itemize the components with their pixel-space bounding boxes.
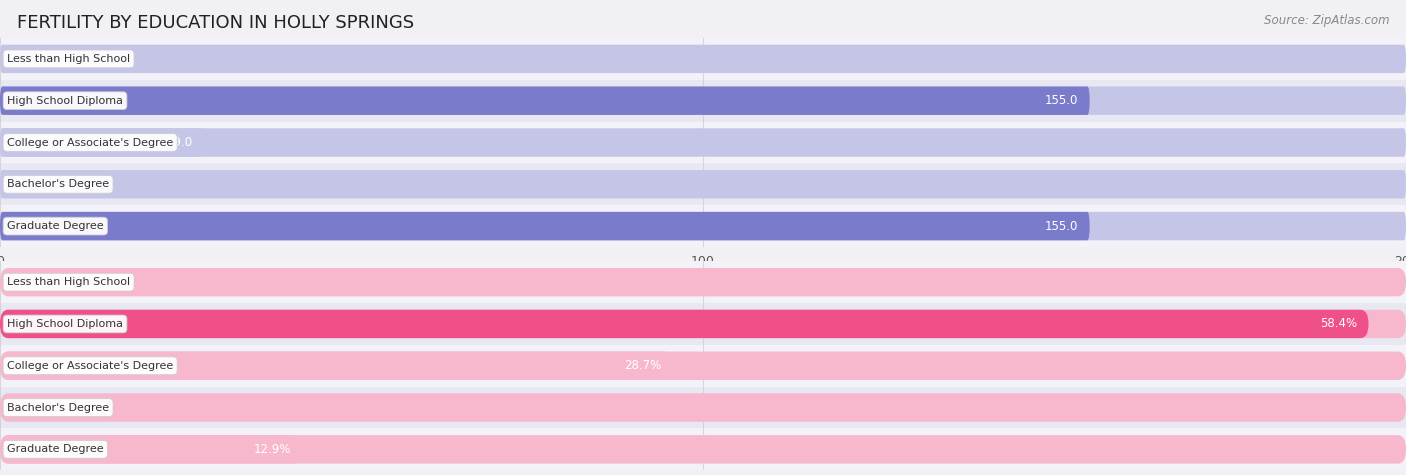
Text: FERTILITY BY EDUCATION IN HOLLY SPRINGS: FERTILITY BY EDUCATION IN HOLLY SPRINGS — [17, 14, 413, 32]
Text: Graduate Degree: Graduate Degree — [7, 221, 104, 231]
Text: 58.4%: 58.4% — [1320, 317, 1357, 331]
Text: 28.7%: 28.7% — [624, 359, 661, 372]
Text: Graduate Degree: Graduate Degree — [7, 444, 104, 455]
Text: High School Diploma: High School Diploma — [7, 95, 124, 106]
FancyBboxPatch shape — [0, 170, 1406, 199]
FancyBboxPatch shape — [0, 268, 1406, 296]
Text: Bachelor's Degree: Bachelor's Degree — [7, 402, 110, 413]
Text: College or Associate's Degree: College or Associate's Degree — [7, 361, 173, 371]
FancyBboxPatch shape — [0, 435, 302, 464]
Bar — [0, 303, 1406, 345]
Text: High School Diploma: High School Diploma — [7, 319, 124, 329]
Text: College or Associate's Degree: College or Associate's Degree — [7, 137, 173, 148]
FancyBboxPatch shape — [0, 435, 1406, 464]
Text: 155.0: 155.0 — [1045, 94, 1078, 107]
Text: 0.0: 0.0 — [21, 178, 39, 191]
FancyBboxPatch shape — [0, 86, 1090, 115]
Text: 0.0%: 0.0% — [21, 276, 51, 289]
Text: Source: ZipAtlas.com: Source: ZipAtlas.com — [1264, 14, 1389, 27]
FancyBboxPatch shape — [0, 393, 1406, 422]
Bar — [0, 80, 1406, 122]
FancyBboxPatch shape — [0, 128, 1406, 157]
FancyBboxPatch shape — [0, 212, 1406, 240]
Text: 0.0: 0.0 — [21, 52, 39, 66]
Bar — [0, 205, 1406, 247]
Text: Less than High School: Less than High School — [7, 277, 131, 287]
Bar — [0, 261, 1406, 303]
FancyBboxPatch shape — [0, 310, 1368, 338]
Text: 0.0%: 0.0% — [21, 401, 51, 414]
FancyBboxPatch shape — [0, 45, 1406, 73]
FancyBboxPatch shape — [0, 310, 1406, 338]
Text: 155.0: 155.0 — [1045, 219, 1078, 233]
Bar — [0, 428, 1406, 470]
FancyBboxPatch shape — [0, 352, 1406, 380]
Text: Bachelor's Degree: Bachelor's Degree — [7, 179, 110, 190]
Bar — [0, 345, 1406, 387]
FancyBboxPatch shape — [0, 86, 1406, 115]
Bar — [0, 122, 1406, 163]
FancyBboxPatch shape — [0, 212, 1090, 240]
Text: 29.0: 29.0 — [166, 136, 193, 149]
FancyBboxPatch shape — [0, 352, 672, 380]
Text: 12.9%: 12.9% — [253, 443, 291, 456]
Bar — [0, 38, 1406, 80]
Text: Less than High School: Less than High School — [7, 54, 131, 64]
FancyBboxPatch shape — [0, 128, 204, 157]
Bar — [0, 387, 1406, 428]
Bar — [0, 163, 1406, 205]
